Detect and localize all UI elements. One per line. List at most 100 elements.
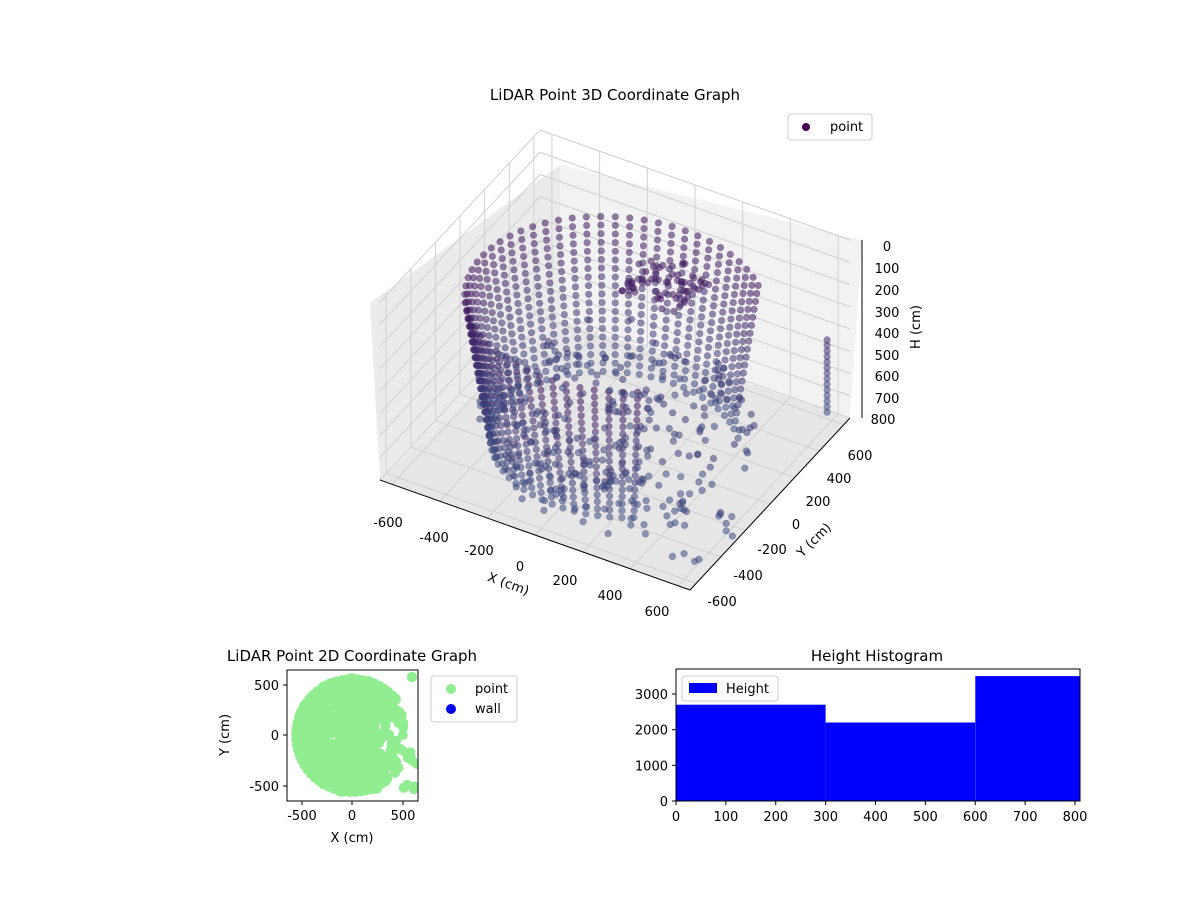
point-marker: [647, 257, 655, 265]
point-marker: [510, 408, 519, 416]
point-marker: [522, 278, 530, 286]
y-tick-label: -400: [733, 569, 763, 584]
y-tick-label: 0: [792, 518, 800, 533]
y-tick-label: 500: [254, 679, 279, 694]
point-marker: [621, 441, 630, 449]
point-marker: [570, 248, 578, 257]
point-marker: [530, 240, 538, 248]
grid-line: [379, 262, 851, 436]
point-marker: [618, 513, 626, 522]
point-marker-2d: [309, 740, 322, 753]
point-marker: [606, 513, 614, 521]
point-marker: [737, 346, 746, 354]
point-marker: [487, 425, 495, 433]
point-marker: [535, 299, 544, 307]
point-marker: [698, 393, 707, 402]
point-marker: [625, 248, 633, 256]
point-marker: [477, 283, 485, 291]
x-tick-label: 800: [1063, 810, 1088, 825]
point-marker: [666, 248, 675, 256]
point-marker: [750, 305, 758, 314]
x-tick-label: 600: [645, 605, 670, 620]
point-marker: [586, 351, 595, 359]
point-marker: [572, 309, 581, 317]
point-marker: [505, 473, 513, 482]
point-marker: [749, 313, 757, 321]
point-marker: [554, 216, 563, 224]
point-marker: [739, 369, 748, 377]
point-marker: [730, 346, 738, 355]
point-marker: [694, 450, 702, 458]
point-marker: [476, 415, 484, 423]
histogram-bars: [676, 676, 1080, 801]
point-marker: [684, 333, 693, 341]
point-marker: [520, 261, 529, 269]
point-marker: [520, 485, 528, 494]
point-marker: [741, 273, 750, 282]
x-tick-label: 200: [763, 810, 788, 825]
point-marker: [645, 396, 653, 405]
point-marker: [581, 496, 589, 504]
point-marker: [517, 227, 525, 235]
point-marker: [626, 352, 635, 361]
point-marker: [708, 480, 716, 489]
z-tick-label: 100: [875, 262, 900, 277]
point-marker: [593, 505, 602, 513]
point-marker: [633, 416, 641, 424]
point-marker: [508, 249, 516, 257]
point-marker: [541, 419, 550, 427]
histogram-bar: [825, 722, 976, 801]
point-marker: [546, 287, 555, 296]
point-marker: [501, 280, 510, 288]
point-marker: [650, 304, 658, 313]
point-marker: [710, 422, 719, 431]
point-marker: [720, 300, 728, 308]
point-marker: [676, 490, 685, 498]
point-marker: [747, 321, 756, 329]
point-marker: [722, 527, 730, 535]
point-marker: [681, 416, 690, 424]
point-marker-2d: [318, 762, 331, 775]
point-marker: [502, 352, 510, 360]
point-marker: [693, 355, 701, 363]
point-marker: [611, 333, 619, 341]
point-marker: [553, 355, 561, 363]
point-marker: [548, 500, 556, 508]
point-marker: [492, 333, 500, 341]
point-marker: [625, 476, 633, 484]
point-marker: [639, 250, 647, 258]
point-marker: [676, 286, 685, 294]
point-marker: [695, 338, 703, 346]
point-marker: [611, 316, 619, 324]
point-marker: [733, 274, 741, 282]
point-marker: [528, 337, 537, 345]
point-marker: [598, 324, 607, 333]
point-marker: [677, 473, 685, 481]
point-marker: [591, 428, 600, 436]
legend-histogram-label: Height: [726, 682, 769, 697]
point-marker: [519, 244, 527, 252]
point-marker: [532, 371, 540, 379]
point-marker: [531, 431, 539, 439]
point-marker: [728, 363, 736, 371]
point-marker: [504, 439, 512, 447]
point-marker: [694, 232, 702, 240]
y-tick-label: 3000: [635, 688, 668, 703]
point-marker: [611, 239, 619, 247]
point-marker: [629, 390, 637, 399]
point-marker: [557, 259, 565, 267]
point-marker: [726, 323, 734, 331]
point-marker: [510, 266, 518, 274]
point-marker: [552, 419, 560, 427]
point-marker: [530, 354, 538, 362]
point-marker: [625, 240, 634, 248]
point-marker: [555, 233, 564, 241]
point-marker: [483, 275, 491, 284]
point-marker: [513, 291, 521, 299]
point-marker: [496, 405, 505, 414]
point-marker-2d: [342, 733, 354, 746]
point-marker: [702, 360, 711, 368]
point-marker: [599, 367, 607, 376]
point-marker: [597, 247, 605, 255]
point-marker: [728, 512, 736, 521]
